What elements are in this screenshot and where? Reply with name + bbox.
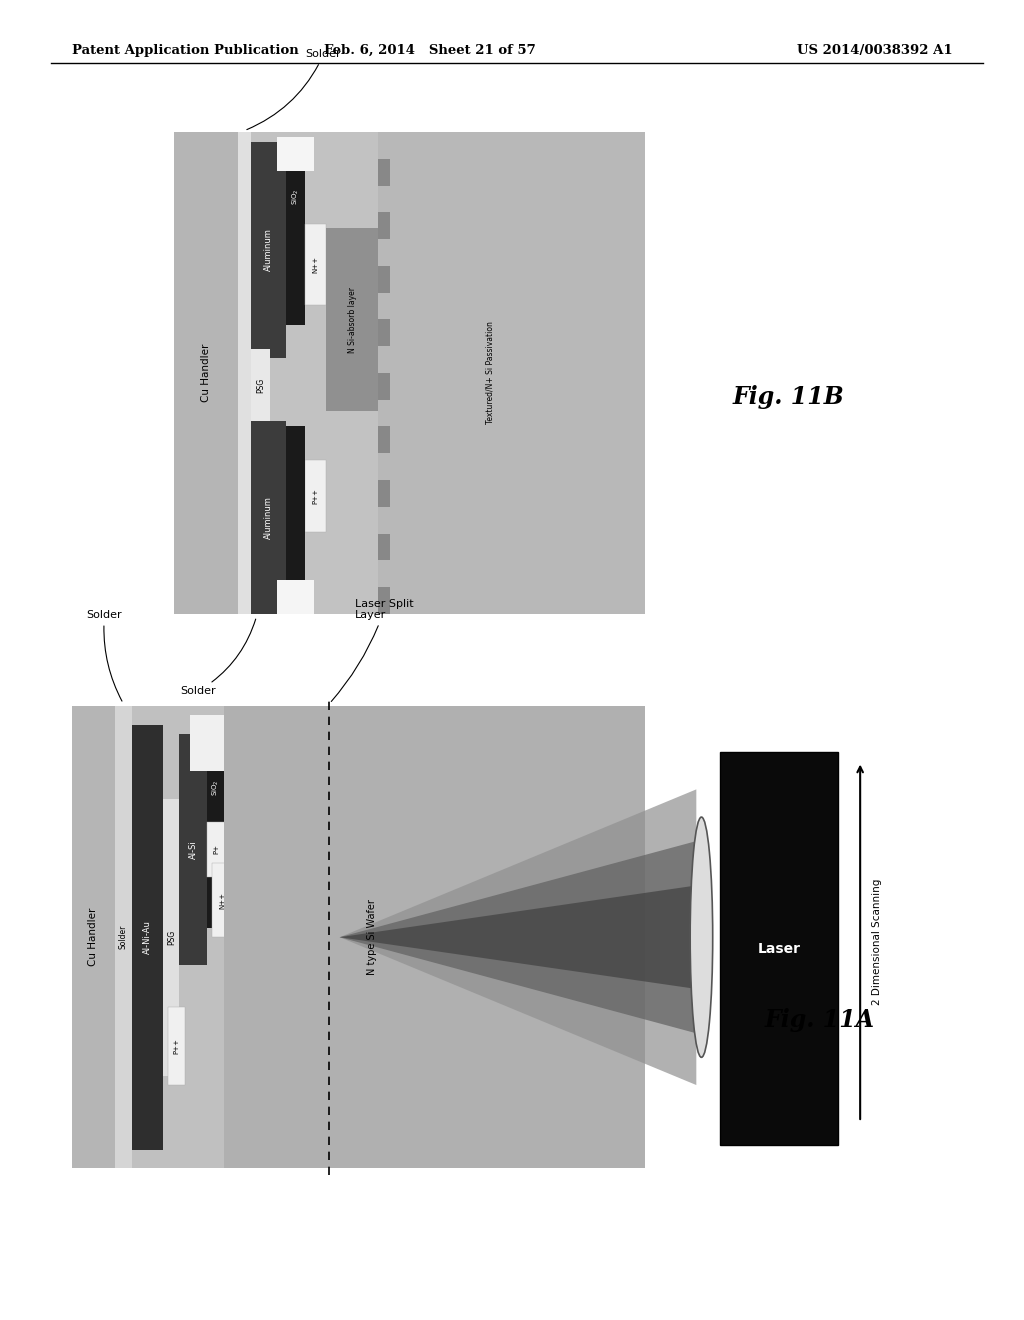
Bar [378, 587, 390, 614]
Text: Feb. 6, 2014   Sheet 21 of 57: Feb. 6, 2014 Sheet 21 of 57 [325, 44, 536, 57]
Bar [378, 319, 390, 346]
Bar [251, 421, 286, 614]
Bar [378, 265, 390, 293]
Text: PSG: PSG [256, 378, 265, 392]
Text: Al-Ni-Au: Al-Ni-Au [143, 920, 153, 954]
Bar [174, 132, 238, 614]
Bar [276, 579, 314, 614]
Bar [72, 706, 115, 1168]
Bar [207, 821, 225, 878]
Text: Cu Handler: Cu Handler [201, 343, 211, 403]
Text: Aluminum: Aluminum [264, 228, 273, 272]
Text: P++: P++ [174, 1038, 180, 1053]
Bar [132, 725, 164, 1150]
Text: 2 Dimensional Scanning: 2 Dimensional Scanning [872, 879, 883, 1005]
Text: SiO$_2$: SiO$_2$ [211, 779, 221, 796]
Text: SiO$_2$: SiO$_2$ [291, 189, 301, 205]
Text: Al-Si: Al-Si [188, 840, 198, 859]
Text: US 2014/0038392 A1: US 2014/0038392 A1 [797, 44, 952, 57]
Bar [251, 141, 286, 359]
Bar [174, 132, 645, 614]
Bar [179, 734, 207, 965]
Text: Fig. 11B: Fig. 11B [732, 385, 845, 409]
Bar [168, 1006, 185, 1085]
Text: N++: N++ [219, 892, 225, 908]
Bar [189, 715, 232, 771]
Bar [251, 348, 269, 421]
Text: Solder: Solder [87, 610, 122, 701]
Bar [238, 132, 251, 614]
Bar [378, 132, 645, 614]
Bar [378, 533, 390, 560]
Text: Aluminum: Aluminum [264, 496, 273, 539]
Text: N Si-absorb layer: N Si-absorb layer [347, 286, 356, 352]
Bar [115, 706, 132, 1168]
Bar [224, 706, 645, 1168]
Bar [327, 228, 378, 412]
Bar [378, 374, 390, 400]
Bar [286, 426, 305, 579]
Bar [286, 141, 305, 325]
Bar [212, 863, 232, 937]
Bar [276, 137, 314, 170]
Text: Patent Application Publication: Patent Application Publication [72, 44, 298, 57]
Text: Cu Handler: Cu Handler [88, 908, 98, 966]
Text: P++: P++ [312, 488, 318, 504]
Bar [72, 706, 645, 1168]
Text: N type Si Wafer: N type Si Wafer [367, 899, 377, 975]
Bar [164, 799, 179, 1076]
Polygon shape [340, 841, 696, 1034]
Bar [720, 752, 838, 1144]
Bar [378, 480, 390, 507]
Text: Solder: Solder [247, 49, 341, 129]
Polygon shape [340, 886, 696, 989]
Text: Solder: Solder [119, 925, 128, 949]
Text: Textured/N+ Si Passivation: Textured/N+ Si Passivation [485, 322, 495, 424]
Ellipse shape [690, 817, 713, 1057]
Bar [378, 426, 390, 453]
Bar [207, 752, 224, 928]
Bar [305, 459, 327, 532]
Bar [378, 158, 390, 186]
Polygon shape [340, 789, 696, 1085]
Text: Fig. 11A: Fig. 11A [764, 1008, 874, 1032]
Text: P+: P+ [213, 845, 219, 854]
Bar [305, 223, 327, 305]
Text: Laser: Laser [758, 941, 800, 956]
Text: PSG: PSG [167, 929, 176, 945]
Text: N++: N++ [312, 256, 318, 273]
Text: Solder: Solder [180, 619, 256, 697]
Text: Laser Split
Layer: Laser Split Layer [332, 599, 414, 701]
Bar [378, 213, 390, 239]
